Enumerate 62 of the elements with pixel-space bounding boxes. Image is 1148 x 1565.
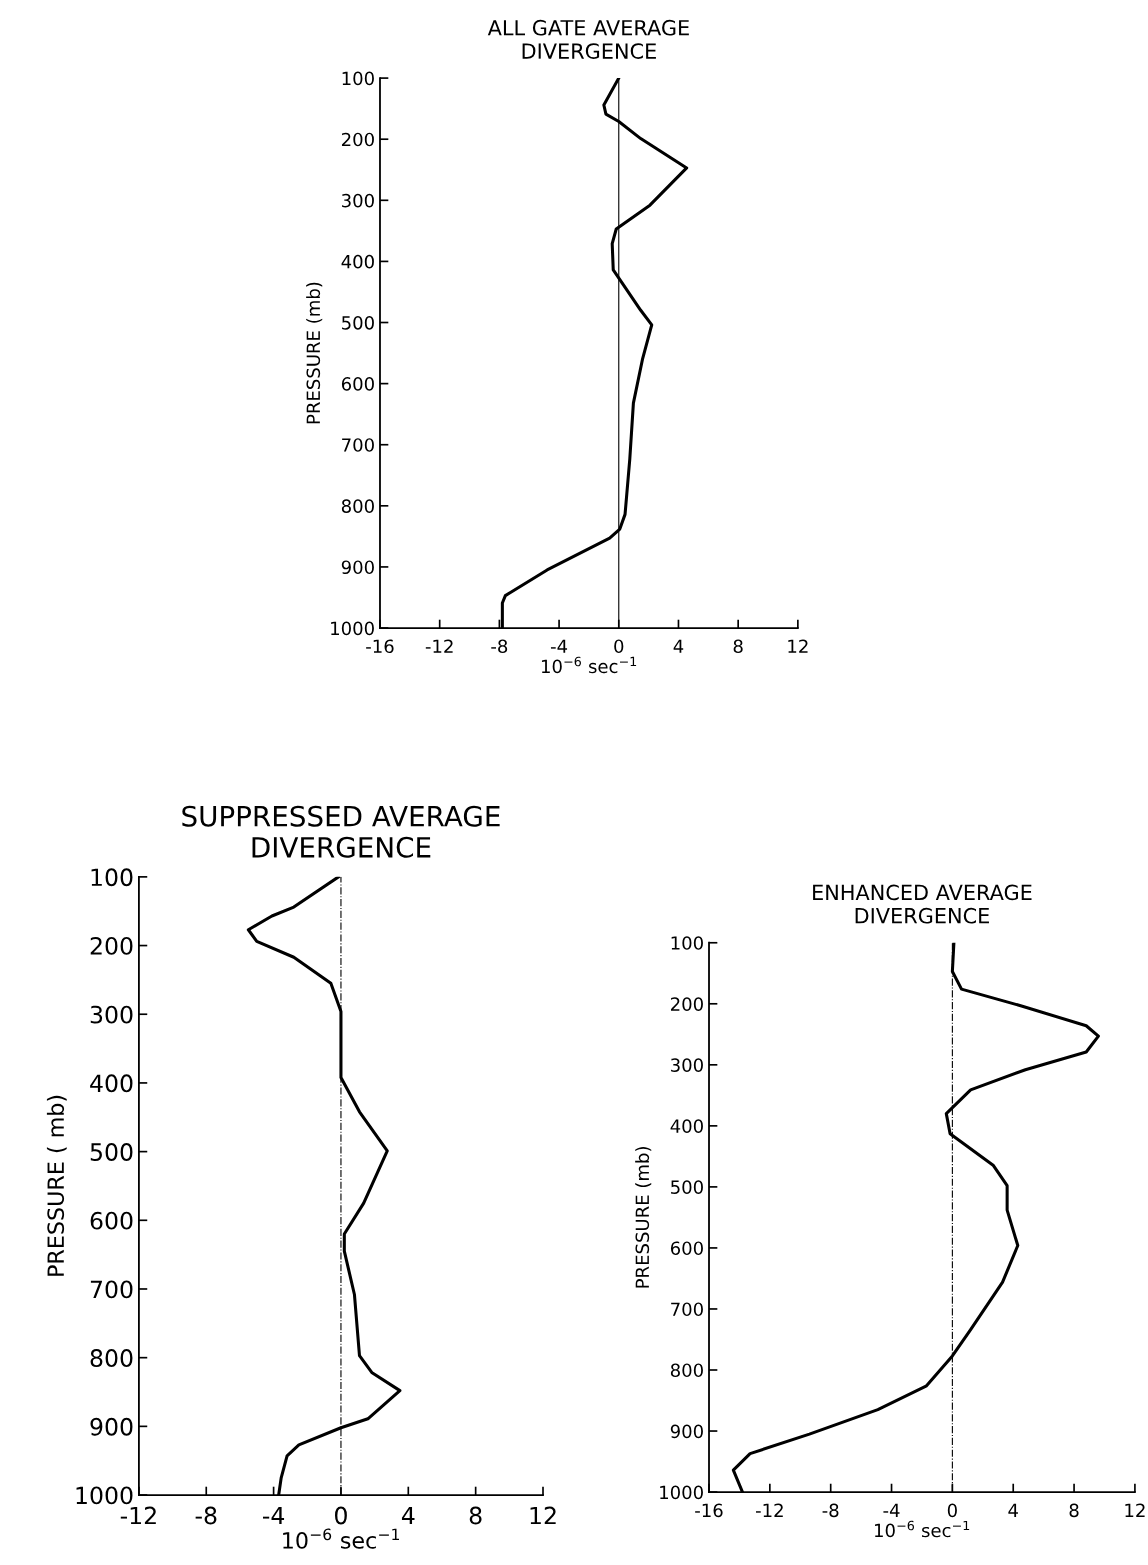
x-tick-label: -4 [883, 1503, 900, 1517]
y-tick-label: 200 [341, 132, 374, 147]
y-tick-label: 600 [341, 377, 374, 391]
y-tick-label: 900 [341, 560, 374, 575]
x-tick-label: 4 [401, 1506, 415, 1525]
x-tick-label: 12 [788, 639, 808, 653]
x-axis-title: 10$^{−6}$ sec$^{−1}$ [283, 1528, 399, 1549]
x-axis-title: 10$^{−6}$ sec$^{−1}$ [541, 656, 637, 674]
y-tick-label: 300 [90, 1005, 133, 1024]
y-tick-label: 800 [341, 499, 374, 513]
x-tick-label: 4 [1008, 1503, 1018, 1517]
x-tick-label: 0 [335, 1506, 347, 1525]
y-tick-label: 400 [670, 1119, 703, 1133]
x-tick-label: -8 [822, 1503, 839, 1518]
y-tick-label: 500 [671, 1180, 703, 1195]
y-tick-label: 100 [342, 71, 374, 86]
y-axis-title: PRESSURE ( mb) [46, 1095, 67, 1276]
x-tick-label: -16 [366, 639, 394, 654]
y-axis-title: PRESSURE (mb) [306, 282, 323, 424]
y-tick-label: 400 [90, 1074, 133, 1093]
x-tick-label: 8 [733, 639, 743, 654]
y-tick-label: 700 [671, 1302, 703, 1317]
y-tick-label: 100 [91, 868, 133, 887]
x-tick-label: 12 [1125, 1503, 1145, 1517]
y-tick-label: 200 [90, 937, 133, 955]
y-tick-label: 600 [670, 1241, 703, 1256]
x-tick-label: -4 [550, 639, 568, 653]
y-tick-label: 700 [342, 438, 374, 452]
chart-title: ALL GATE AVERAGE DIVERGENCE [487, 19, 689, 59]
x-tick-label: 8 [1069, 1503, 1079, 1518]
x-tick-label: -12 [120, 1506, 156, 1525]
y-tick-label: 900 [670, 1424, 703, 1439]
y-tick-label: 1000 [76, 1486, 133, 1505]
y-tick-label: 200 [671, 997, 703, 1011]
y-tick-label: 900 [90, 1417, 133, 1436]
x-tick-label: -12 [425, 639, 453, 653]
x-axis-title: 10$^{−6}$ sec$^{−1}$ [875, 1520, 970, 1538]
y-tick-label: 100 [671, 936, 703, 950]
y-tick-label: 300 [671, 1058, 703, 1072]
y-tick-label: 800 [90, 1349, 133, 1367]
x-tick-label: 8 [469, 1506, 482, 1525]
x-tick-label: 0 [947, 1503, 957, 1518]
y-tick-label: 500 [90, 1143, 133, 1161]
y-tick-label: 600 [90, 1211, 133, 1230]
x-tick-label: 4 [673, 639, 684, 653]
chart-title: SUPPRESSED AVERAGE DIVERGENCE [182, 805, 500, 858]
y-axis-title: PRESSURE (mb) [635, 1147, 652, 1288]
y-tick-label: 1000 [660, 1485, 703, 1500]
x-tick-label: -16 [695, 1503, 723, 1518]
x-tick-label: -4 [262, 1506, 285, 1525]
y-tick-label: 800 [670, 1363, 703, 1378]
x-tick-label: -8 [491, 639, 508, 654]
y-tick-label: 500 [342, 315, 374, 330]
x-tick-label: -8 [195, 1506, 217, 1525]
y-tick-label: 400 [341, 254, 374, 269]
x-tick-label: 12 [530, 1506, 556, 1525]
chart-title: ENHANCED AVERAGE DIVERGENCE [813, 884, 1032, 924]
y-tick-label: 300 [342, 193, 374, 208]
x-tick-label: 0 [614, 639, 624, 654]
y-tick-label: 1000 [331, 621, 374, 636]
x-tick-label: -12 [755, 1503, 783, 1517]
y-tick-label: 700 [90, 1280, 133, 1299]
